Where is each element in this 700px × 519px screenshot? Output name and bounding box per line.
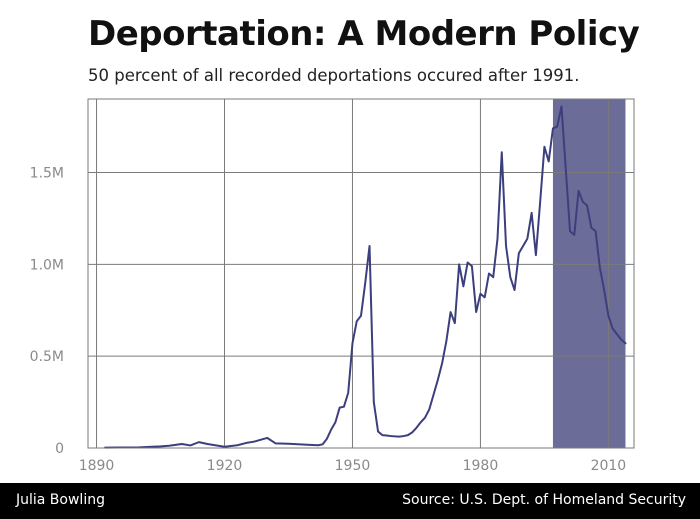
plot-frame <box>87 98 635 449</box>
footer-bar: Julia Bowling Source: U.S. Dept. of Home… <box>0 483 700 519</box>
x-tick-label-1920: 1920 <box>207 458 243 474</box>
y-tick-label-0.5M: 0.5M <box>30 349 64 365</box>
author-credit: Julia Bowling <box>16 492 105 508</box>
y-tick-label-1.5M: 1.5M <box>30 165 64 181</box>
x-tick-label-1890: 1890 <box>79 458 115 474</box>
x-tick-label-2010: 2010 <box>591 458 627 474</box>
deportations-series-line <box>104 105 627 449</box>
chart-title: Deportation: A Modern Policy <box>88 14 640 54</box>
x-tick-label-1980: 1980 <box>463 458 499 474</box>
y-tick-label-0: 0 <box>55 441 64 457</box>
x-tick-label-1950: 1950 <box>335 458 371 474</box>
y-tick-label-1.0M: 1.0M <box>30 257 64 273</box>
chart-subtitle: 50 percent of all recorded deportations … <box>88 66 580 85</box>
source-credit: Source: U.S. Dept. of Homeland Security <box>402 492 686 508</box>
